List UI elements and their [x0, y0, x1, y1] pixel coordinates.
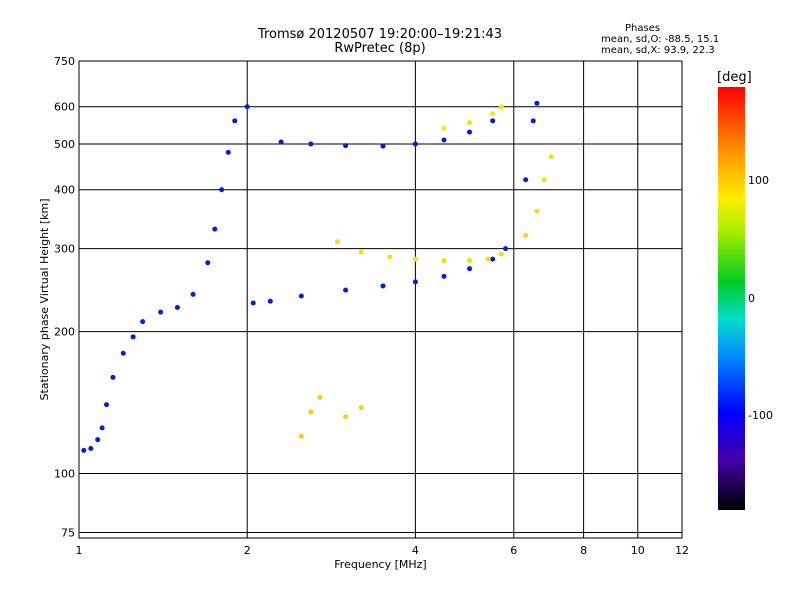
x-tick-label: 6 [510, 544, 517, 557]
y-tick-label: 100 [54, 468, 75, 481]
data-point [534, 208, 540, 214]
colorbar-tick-label: 0 [748, 291, 755, 305]
data-point [334, 239, 340, 245]
data-point [523, 177, 529, 183]
data-point [498, 104, 504, 110]
data-point [467, 129, 473, 135]
data-point [380, 143, 386, 149]
data-point [158, 309, 164, 315]
y-tick-label: 750 [54, 55, 75, 68]
data-point [490, 111, 496, 117]
y-tick-label: 200 [54, 326, 75, 339]
data-point [503, 246, 509, 252]
data-point [441, 125, 447, 131]
data-point [174, 305, 180, 311]
data-point [358, 405, 364, 411]
data-point [130, 334, 136, 340]
data-point [541, 177, 547, 183]
data-point [298, 433, 304, 439]
data-point [441, 137, 447, 143]
data-point [343, 287, 349, 293]
data-point [278, 139, 284, 145]
data-point [298, 293, 304, 299]
data-point [267, 298, 273, 304]
data-point [110, 374, 116, 380]
data-point [120, 350, 126, 356]
y-tick-label: 75 [61, 526, 75, 539]
data-point [225, 149, 231, 155]
plot-frame [78, 60, 683, 539]
data-point [467, 258, 473, 264]
x-tick-label: 10 [631, 544, 645, 557]
data-point [81, 447, 87, 453]
data-point [412, 256, 418, 262]
data-point [104, 402, 110, 408]
data-point [490, 256, 496, 262]
data-point [232, 118, 238, 124]
data-point [250, 300, 256, 306]
data-point [317, 394, 323, 400]
y-tick-label: 500 [54, 138, 75, 151]
data-point [205, 260, 211, 266]
data-point [412, 141, 418, 147]
data-point [308, 141, 314, 147]
data-point [548, 154, 554, 160]
y-axis-label: Stationary phase Virtual Height [km] [38, 198, 51, 400]
data-point [88, 446, 94, 452]
data-point [219, 187, 225, 193]
data-point [343, 143, 349, 149]
data-point [244, 104, 250, 110]
chart-title: Tromsø 20120507 19:20:00–19:21:43 [257, 27, 503, 42]
chart-subtitle: RwPretec (8p) [334, 41, 426, 56]
data-point [485, 256, 491, 262]
data-point [534, 100, 540, 106]
data-point [140, 319, 146, 325]
x-tick-label: 2 [244, 544, 251, 557]
phase-stat-o: mean, sd,O: -88.5, 15.1 [601, 34, 720, 45]
data-point [490, 118, 496, 124]
x-tick-label: 4 [412, 544, 419, 557]
data-point [530, 118, 536, 124]
data-point [441, 273, 447, 279]
data-point [387, 254, 393, 260]
colorbar-tick-label: 100 [748, 174, 769, 187]
data-point [467, 266, 473, 272]
data-point [190, 291, 196, 297]
colorbar-tick-label: -100 [748, 409, 773, 422]
y-tick-label: 400 [54, 184, 75, 197]
data-point [441, 258, 447, 264]
x-axis-label: Frequency [MHz] [334, 558, 426, 571]
phase-stat-x: mean, sd,X: 93.9, 22.3 [601, 45, 715, 56]
data-point [343, 414, 349, 420]
data-point [99, 425, 105, 431]
data-point [308, 409, 314, 415]
y-tick-label: 600 [54, 101, 75, 114]
data-point [212, 226, 218, 232]
data-point [380, 283, 386, 289]
data-point [412, 279, 418, 285]
data-point [498, 251, 504, 257]
x-tick-label: 12 [675, 544, 689, 557]
x-tick-label: 1 [76, 544, 83, 557]
data-point [95, 437, 101, 443]
x-tick-label: 8 [580, 544, 587, 557]
y-tick-label: 300 [54, 243, 75, 256]
phase-colorbar [718, 87, 745, 510]
phases-heading: Phases [625, 23, 661, 34]
data-point [358, 249, 364, 255]
data-point [523, 232, 529, 238]
data-point [467, 120, 473, 126]
colorbar-unit: [deg] [717, 70, 752, 85]
